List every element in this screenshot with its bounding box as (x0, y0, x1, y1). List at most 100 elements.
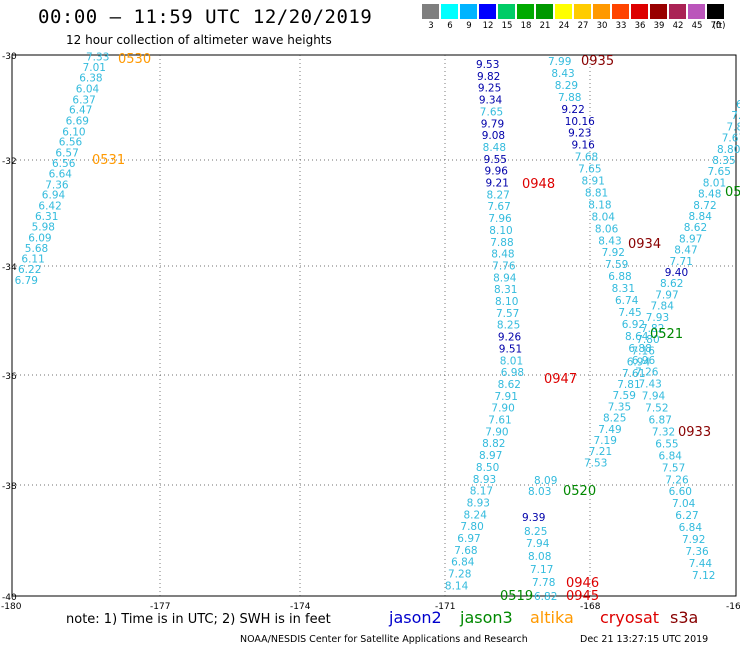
track-b-point: 8.62 (498, 379, 521, 391)
track-d-point: 8.91 (582, 176, 605, 188)
lat-label: -36 (2, 372, 17, 382)
track-d-time-label: 0933 (678, 425, 711, 440)
track-a-point: 6.47 (69, 105, 92, 117)
track-a-point: 6.56 (52, 158, 76, 170)
track-e-point: 7.21 (589, 446, 612, 458)
track-e-point: 8.72 (693, 200, 716, 212)
color-scale-label: 33 (615, 21, 627, 31)
track-a-point: 7.01 (83, 62, 106, 74)
track-b-point: 9.53 (476, 59, 499, 71)
track-b-point: 9.79 (481, 118, 504, 130)
color-scale-label: 3 (428, 21, 434, 31)
footer-credit: NOAA/NESDIS Center for Satellite Applica… (240, 634, 528, 645)
track-c-point: 7.17 (530, 564, 553, 576)
track-b-point: 8.48 (483, 142, 506, 154)
color-scale-label: 21 (539, 21, 551, 31)
track-a-point: 6.09 (28, 232, 51, 244)
track-e-point: 8.25 (603, 413, 626, 425)
track-e-point: 7.53 (584, 457, 607, 469)
track-b-point: 9.34 (479, 95, 503, 107)
track-c-point: 7.94 (526, 538, 550, 550)
color-scale-swatch (650, 4, 667, 19)
track-b-point: 8.93 (467, 497, 490, 509)
track-e-point: 8.48 (698, 189, 721, 201)
color-scale-swatch (688, 4, 705, 19)
track-e-point: 7.93 (646, 312, 669, 324)
track-d-point: 8.06 (595, 223, 619, 235)
track-c-point: 6.82 (534, 591, 557, 603)
color-scale-label: 24 (558, 21, 570, 31)
track-b-point: 8.24 (464, 509, 488, 521)
lon-label: -177 (150, 602, 170, 612)
track-b-point: 6.84 (451, 557, 475, 569)
track-d-point: 7.04 (672, 498, 696, 510)
track-a-point: 6.31 (35, 211, 58, 223)
track-d-point: 7.99 (548, 56, 571, 68)
track-b-point: 9.26 (498, 332, 522, 344)
track-d-point: 6.84 (679, 522, 703, 534)
track-e-point: 6.94 (627, 357, 651, 369)
track-d-point: 7.52 (645, 403, 668, 415)
lat-label: -32 (2, 157, 17, 167)
track-e-point: 7.61 (622, 368, 645, 380)
color-scale-swatch (441, 4, 458, 19)
track-d-point: 10.16 (565, 116, 595, 128)
satellite-legend-s3a: s3a (670, 608, 699, 627)
track-a-point: 7.33 (86, 52, 109, 64)
track-b-point: 7.88 (490, 237, 513, 249)
track-b-point: 7.76 (492, 260, 516, 272)
track-b-point: 7.91 (495, 391, 518, 403)
track-e-point: 7.36 (731, 110, 740, 122)
track-a-point: 5.98 (32, 221, 55, 233)
color-scale-label: 42 (672, 21, 684, 31)
track-a-point: 5.68 (25, 243, 48, 255)
track-c-point: 8.09 (534, 475, 557, 487)
track-b-point: 8.97 (479, 450, 502, 462)
track-a-point: 6.22 (18, 264, 41, 276)
track-d-point: 6.87 (649, 415, 672, 427)
track-e-point: 7.84 (651, 301, 675, 313)
track-b-point: 7.96 (488, 213, 512, 225)
track-b-point: 7.68 (454, 545, 477, 557)
track-d-time-label: 0934 (628, 237, 661, 252)
satellite-legend-altika: altika (530, 608, 574, 627)
color-scale-label: 70 (710, 21, 722, 31)
color-scale-swatch (517, 4, 534, 19)
track-b-point: 9.51 (499, 343, 522, 355)
track-d-time-label: 0935 (581, 54, 614, 69)
color-scale-label: 45 (691, 21, 703, 31)
track-b-time-label: 0945 (566, 589, 599, 604)
track-e-point: 7.67 (722, 133, 740, 145)
track-a-time-label: 0530 (118, 52, 151, 67)
track-d-point: 9.23 (568, 128, 591, 140)
track-d-point: 7.59 (605, 259, 628, 271)
track-e-point: 7.16 (632, 345, 656, 357)
track-a-point: 6.38 (79, 73, 102, 85)
track-d-point: 7.88 (558, 92, 581, 104)
track-d-point: 6.84 (659, 450, 683, 462)
color-scale-unit: (ft) (712, 21, 726, 31)
track-c-time-label: 0520 (563, 484, 596, 499)
lon-label: -168 (580, 602, 601, 612)
color-scale-swatch (574, 4, 591, 19)
track-a-point: 6.37 (72, 94, 95, 106)
track-c-point: 8.25 (524, 526, 547, 538)
track-b-point: 7.61 (488, 415, 511, 427)
track-d-point: 6.96 (632, 355, 656, 367)
track-b-point: 6.97 (457, 533, 480, 545)
track-d-point: 9.22 (561, 104, 584, 116)
lon-label: -16 (726, 602, 740, 612)
satellite-legend-cryosat: cryosat (600, 608, 660, 627)
track-a-point: 7.36 (45, 179, 69, 191)
color-scale-swatch (593, 4, 610, 19)
track-e-point: 7.49 (598, 424, 621, 436)
track-b-point: 7.57 (496, 308, 519, 320)
track-d-point: 7.65 (578, 164, 601, 176)
lon-label: -171 (435, 602, 455, 612)
track-b-point: 7.80 (460, 521, 483, 533)
track-b-point: 7.28 (448, 569, 471, 581)
track-e-point: 7.35 (608, 401, 631, 413)
track-d-point: 7.45 (618, 307, 641, 319)
